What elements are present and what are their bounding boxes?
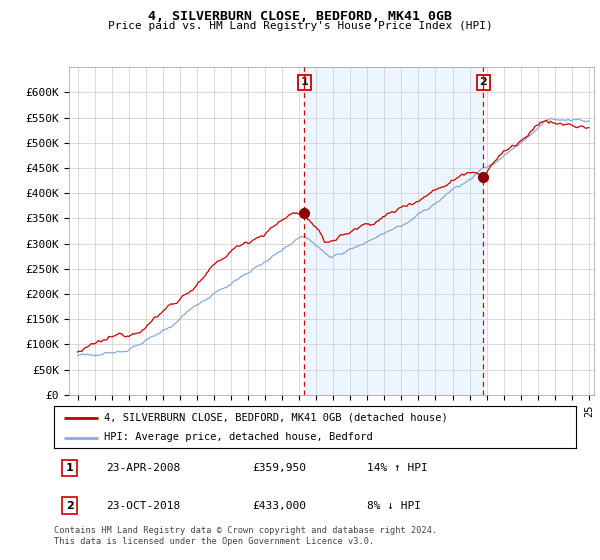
Text: Contains HM Land Registry data © Crown copyright and database right 2024.
This d: Contains HM Land Registry data © Crown c… — [54, 526, 437, 546]
Text: 8% ↓ HPI: 8% ↓ HPI — [367, 501, 421, 511]
Text: Price paid vs. HM Land Registry's House Price Index (HPI): Price paid vs. HM Land Registry's House … — [107, 21, 493, 31]
Text: £433,000: £433,000 — [253, 501, 307, 511]
Text: £359,950: £359,950 — [253, 463, 307, 473]
Text: 23-OCT-2018: 23-OCT-2018 — [106, 501, 181, 511]
Text: 23-APR-2008: 23-APR-2008 — [106, 463, 181, 473]
Text: 2: 2 — [479, 77, 487, 87]
Text: 4, SILVERBURN CLOSE, BEDFORD, MK41 0GB (detached house): 4, SILVERBURN CLOSE, BEDFORD, MK41 0GB (… — [104, 413, 448, 423]
Text: 1: 1 — [301, 77, 308, 87]
Text: 2: 2 — [66, 501, 74, 511]
Text: 14% ↑ HPI: 14% ↑ HPI — [367, 463, 428, 473]
Text: 4, SILVERBURN CLOSE, BEDFORD, MK41 0GB: 4, SILVERBURN CLOSE, BEDFORD, MK41 0GB — [148, 10, 452, 23]
Text: 1: 1 — [66, 463, 74, 473]
Text: HPI: Average price, detached house, Bedford: HPI: Average price, detached house, Bedf… — [104, 432, 373, 442]
